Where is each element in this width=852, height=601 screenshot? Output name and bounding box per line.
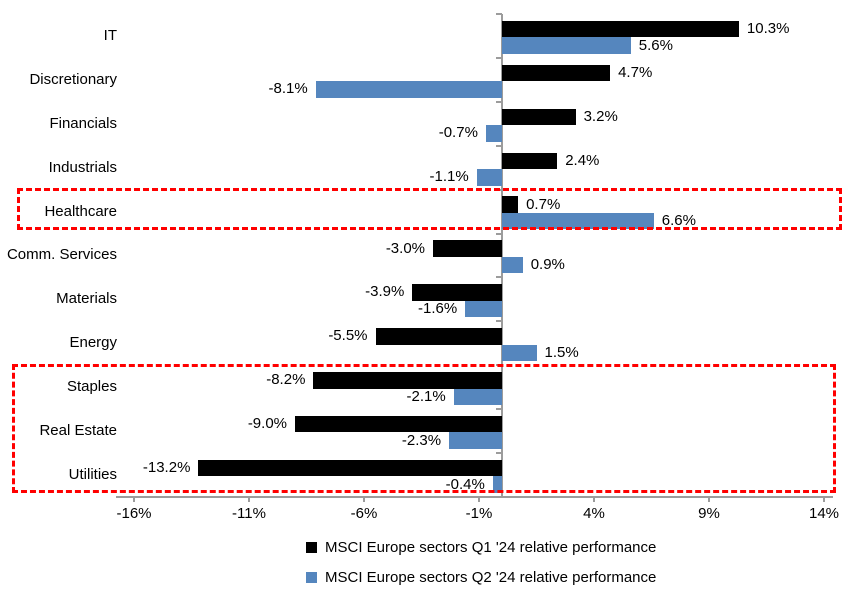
- legend-swatch-q2-icon: [306, 571, 317, 583]
- value-label: 5.6%: [638, 36, 673, 54]
- category-label: Materials: [56, 290, 117, 308]
- bar-segment: [502, 20, 739, 38]
- x-axis-tick: [363, 496, 365, 502]
- bar-segment: [485, 125, 502, 142]
- bar-segment: [502, 212, 654, 230]
- highlight-box: [17, 188, 842, 230]
- x-axis-tick: [708, 496, 710, 502]
- category-label: Discretionary: [29, 70, 117, 88]
- y-axis-tick: [496, 276, 502, 279]
- value-label: -8.1%: [268, 80, 308, 98]
- y-axis-tick: [496, 100, 502, 103]
- bar-segment: [412, 284, 502, 301]
- bar-segment: [502, 152, 558, 169]
- bar-segment: [449, 432, 502, 449]
- legend-label-q1: MSCI Europe sectors Q1 '24 relative perf…: [325, 538, 657, 556]
- bar-segment: [502, 64, 611, 82]
- bar-segment: [375, 328, 502, 345]
- x-tick-label: -11%: [232, 504, 266, 522]
- value-label: -8.2%: [266, 371, 306, 389]
- value-label: -2.3%: [401, 431, 442, 449]
- x-tick-label: 14%: [808, 504, 840, 522]
- legend-swatch-q1-icon: [306, 541, 317, 553]
- value-label: -9.0%: [247, 415, 287, 433]
- value-label: 1.5%: [544, 343, 579, 361]
- y-axis: [501, 14, 503, 497]
- category-label: Real Estate: [39, 422, 117, 440]
- bar-segment: [198, 459, 502, 477]
- legend-item-q1: MSCI Europe sectors Q1 '24 relative perf…: [306, 532, 656, 562]
- value-label: -2.1%: [406, 387, 446, 405]
- category-label: Industrials: [48, 158, 117, 176]
- value-label: 10.3%: [746, 20, 790, 38]
- value-label: -13.2%: [142, 459, 191, 477]
- y-axis-tick: [496, 452, 502, 454]
- category-label: Comm. Services: [6, 246, 117, 264]
- value-label: -0.4%: [445, 475, 485, 493]
- value-label: -3.9%: [365, 283, 405, 301]
- bar-segment: [502, 108, 576, 126]
- value-label: -3.0%: [385, 239, 425, 257]
- x-tick-label: -6%: [350, 504, 378, 522]
- y-axis-tick: [496, 408, 502, 411]
- x-tick-label: -1%: [465, 504, 493, 522]
- y-axis-tick: [496, 13, 502, 15]
- x-axis-tick: [478, 496, 480, 502]
- value-label: 3.2%: [583, 107, 618, 125]
- legend-label-q2: MSCI Europe sectors Q2 '24 relative perf…: [325, 568, 657, 586]
- value-label: 6.6%: [661, 212, 696, 230]
- value-label: 4.7%: [618, 63, 653, 81]
- value-label: 0.7%: [526, 195, 561, 213]
- y-axis-tick: [496, 56, 502, 59]
- value-label: -1.1%: [429, 168, 469, 186]
- value-label: -1.6%: [418, 299, 458, 317]
- y-axis-tick: [496, 232, 502, 235]
- legend-item-q2: MSCI Europe sectors Q2 '24 relative perf…: [306, 562, 656, 592]
- highlight-box: [12, 363, 836, 494]
- x-tick-label: 9%: [698, 504, 720, 522]
- category-label: Financials: [49, 114, 117, 132]
- value-label: 0.9%: [530, 256, 565, 274]
- value-label: -0.7%: [438, 124, 478, 142]
- category-label: Staples: [66, 378, 117, 396]
- bar-segment: [313, 372, 502, 389]
- value-label: -5.5%: [328, 327, 368, 345]
- legend: MSCI Europe sectors Q1 '24 relative perf…: [306, 532, 656, 592]
- bar-segment: [295, 415, 502, 433]
- bar-segment: [492, 476, 502, 493]
- bar-segment: [476, 169, 502, 186]
- bar-segment: [315, 81, 502, 98]
- y-axis-tick: [496, 320, 502, 323]
- x-axis-tick: [248, 496, 250, 502]
- x-tick-label: -16%: [116, 504, 152, 522]
- bar-segment: [453, 388, 502, 405]
- bar-segment: [502, 37, 631, 54]
- x-axis-tick: [823, 496, 825, 502]
- bar-segment: [433, 240, 502, 257]
- x-axis-tick: [133, 496, 135, 502]
- y-axis-tick: [496, 144, 502, 147]
- x-tick-label: 4%: [583, 504, 605, 522]
- value-label: 2.4%: [565, 151, 600, 169]
- category-label: Healthcare: [44, 202, 117, 220]
- category-label: Utilities: [68, 465, 117, 483]
- x-axis-tick: [593, 496, 595, 502]
- bar-segment: [502, 256, 523, 274]
- bar-segment: [502, 196, 519, 213]
- category-label: IT: [103, 26, 117, 44]
- bar-segment: [465, 300, 502, 318]
- category-label: Energy: [69, 334, 117, 352]
- bar-segment: [502, 344, 537, 362]
- x-axis: [116, 495, 833, 498]
